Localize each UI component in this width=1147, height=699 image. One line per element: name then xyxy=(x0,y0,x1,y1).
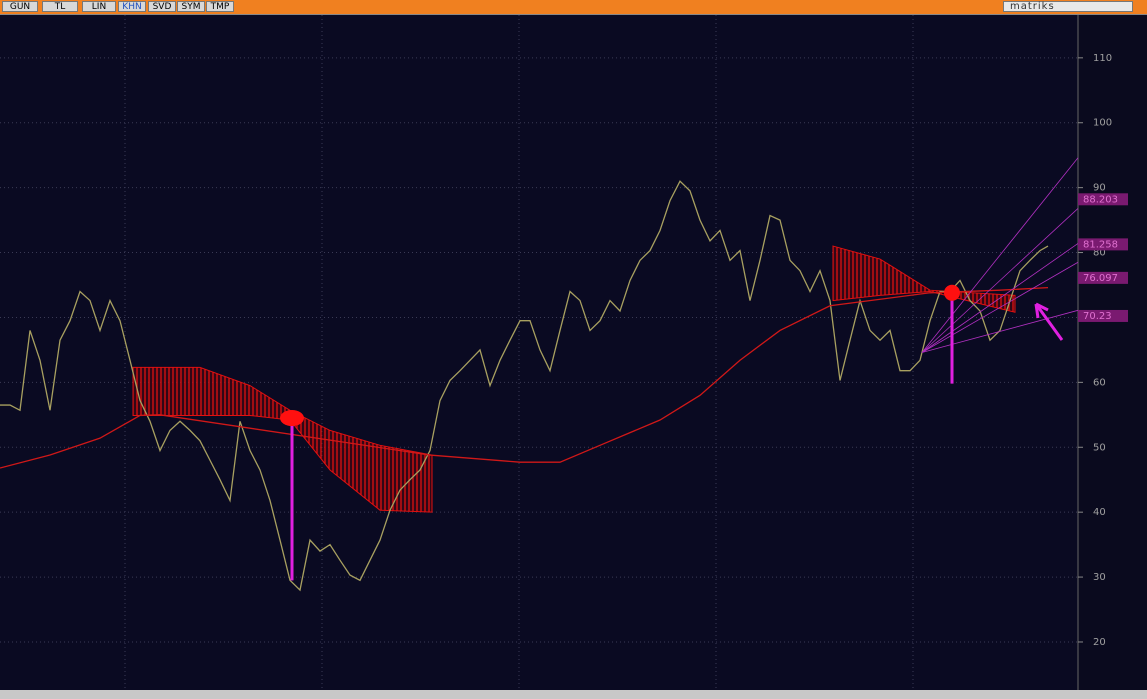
fan-line xyxy=(921,309,1079,353)
y-axis-area xyxy=(1078,15,1147,690)
y-tick-label: 20 xyxy=(1093,637,1106,648)
signal-marker xyxy=(280,410,304,427)
price-label-box xyxy=(1078,238,1128,251)
band xyxy=(132,366,433,513)
series-line xyxy=(0,180,1049,592)
y-tick-label: 80 xyxy=(1093,248,1106,259)
signal-marker xyxy=(944,284,960,301)
toolbar: GUN TL LIN KHN SVD SYM TMP matriks xyxy=(0,0,1147,15)
band xyxy=(832,245,1016,313)
series-line xyxy=(0,286,1049,469)
price-label-box xyxy=(1078,193,1128,206)
fan-line xyxy=(921,157,1079,353)
toolbar-button[interactable]: KHN xyxy=(118,1,146,12)
toolbar-button[interactable]: TL xyxy=(42,1,78,12)
toolbar-button[interactable]: SVD xyxy=(148,1,176,12)
price-label: 70.23 xyxy=(1083,311,1112,322)
fan-line xyxy=(921,261,1079,353)
price-label: 81.258 xyxy=(1083,239,1118,250)
y-tick-label: 40 xyxy=(1093,507,1106,518)
price-label-box xyxy=(1078,271,1128,284)
y-tick-label: 30 xyxy=(1093,572,1106,583)
y-tick-label: 60 xyxy=(1093,377,1106,388)
toolbar-button[interactable]: GUN xyxy=(2,1,38,12)
brand-selector[interactable]: matriks xyxy=(1003,1,1133,12)
price-label: 76.097 xyxy=(1083,273,1118,284)
y-tick-label: 50 xyxy=(1093,442,1106,453)
y-tick-label: 100 xyxy=(1093,118,1112,129)
vertical-grid xyxy=(124,15,914,690)
bottom-strip xyxy=(0,690,1147,699)
fan-line xyxy=(921,208,1079,353)
price-label: 88.203 xyxy=(1083,194,1118,205)
toolbar-button[interactable]: TMP xyxy=(206,1,234,12)
y-tick-label: 110 xyxy=(1093,53,1112,64)
toolbar-button[interactable]: LIN xyxy=(82,1,116,12)
price-label-box xyxy=(1078,309,1128,322)
annotation-arrow xyxy=(1034,302,1064,341)
plot-area xyxy=(0,15,1078,690)
fan-line xyxy=(921,243,1079,353)
toolbar-button[interactable]: SYM xyxy=(177,1,205,12)
y-tick-label: 90 xyxy=(1093,183,1106,194)
